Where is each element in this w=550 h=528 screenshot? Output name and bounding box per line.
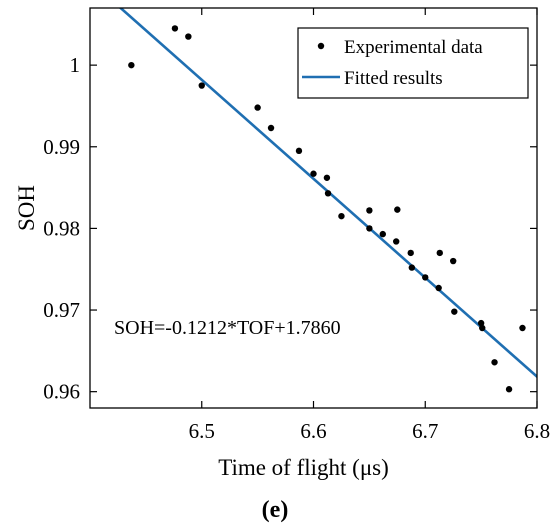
data-point-14: [392, 238, 400, 245]
data-point-17: [408, 264, 416, 271]
data-point-10: [338, 212, 345, 220]
panel-label: (e): [262, 497, 289, 523]
fitted-line: [118, 8, 537, 379]
axes: 6.5 6.6 6.7 6.8 0.96 0.97 0.98 0.99 1: [43, 7, 550, 443]
data-point-19: [435, 284, 442, 292]
data-point-2: [185, 33, 192, 40]
data-point-9: [324, 190, 332, 197]
legend-marker-experimental: [317, 42, 325, 50]
data-point-6: [295, 147, 303, 155]
data-point-22: [451, 308, 458, 315]
data-point-15: [394, 206, 401, 213]
legend: Experimental data Fitted results: [297, 27, 529, 99]
y-tick-label-1: 0.97: [43, 298, 80, 322]
x-tick-label-1: 6.6: [300, 419, 326, 443]
data-point-4: [254, 104, 261, 111]
data-point-18: [422, 274, 429, 281]
x-tick-label-3: 6.8: [524, 419, 550, 443]
legend-box: [297, 27, 529, 99]
data-point-16: [407, 249, 414, 257]
x-tick-label-2: 6.7: [412, 419, 438, 443]
data-point-25: [491, 359, 498, 366]
fitted-line-layer: [118, 8, 537, 379]
data-points-layer: [128, 25, 526, 393]
data-point-7: [310, 170, 317, 177]
y-tick-label-4: 1: [70, 53, 81, 77]
y-tick-label-0: 0.96: [43, 380, 80, 404]
data-point-24: [479, 324, 486, 332]
data-point-11: [366, 207, 373, 214]
data-point-20: [436, 249, 443, 257]
data-point-23: [477, 319, 485, 327]
y-tick-label-3: 0.99: [43, 135, 80, 159]
data-point-8: [323, 174, 331, 181]
data-point-5: [267, 124, 275, 132]
data-point-26: [505, 386, 513, 393]
data-point-3: [198, 82, 205, 89]
legend-label-experimental: Experimental data: [344, 37, 483, 58]
y-tick-label-2: 0.98: [43, 216, 80, 240]
data-point-27: [519, 324, 526, 332]
x-axis-label: Time of flight (μs): [218, 455, 389, 480]
data-point-1: [171, 25, 179, 32]
data-point-13: [379, 230, 386, 238]
x-tick-label-0: 6.5: [189, 419, 215, 443]
data-point-0: [128, 61, 135, 69]
regression-equation: SOH=-0.1212*TOF+1.7860: [114, 317, 341, 339]
data-point-12: [366, 225, 373, 232]
y-axis-label: SOH: [14, 185, 39, 231]
legend-label-fitted: Fitted results: [344, 68, 443, 89]
data-point-21: [449, 257, 457, 265]
